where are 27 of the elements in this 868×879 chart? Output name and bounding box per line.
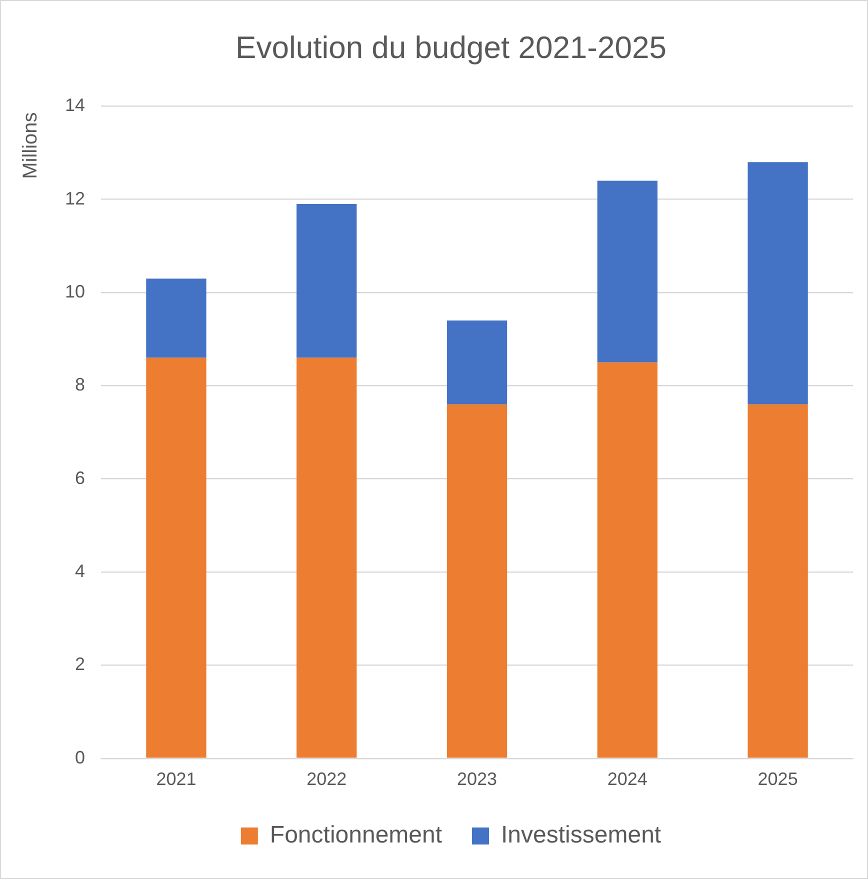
y-tick-label: 4 bbox=[75, 561, 86, 582]
x-tick-label: 2021 bbox=[156, 769, 196, 790]
bar bbox=[748, 162, 808, 404]
bar bbox=[446, 320, 508, 404]
y-axis-title: Millions bbox=[20, 112, 42, 179]
bar bbox=[748, 404, 808, 758]
y-tick-label: 6 bbox=[75, 468, 86, 488]
bar bbox=[146, 278, 206, 358]
y-tick-label: 8 bbox=[75, 374, 86, 395]
bar bbox=[446, 404, 508, 758]
bar bbox=[296, 358, 357, 758]
y-tick-label: 2 bbox=[75, 654, 86, 674]
x-tick-label: 2024 bbox=[607, 769, 648, 790]
x-tick-label: 2025 bbox=[758, 769, 798, 790]
y-tick-label: 12 bbox=[64, 188, 86, 208]
y-tick-label: 10 bbox=[64, 282, 86, 302]
y-tick-label: 0 bbox=[75, 747, 86, 768]
y-tick-label: 14 bbox=[64, 95, 86, 116]
chart-title: Evolution du budget 2021-2025 bbox=[236, 30, 666, 66]
legend-label: Investissement bbox=[501, 822, 662, 849]
legend-label: Fonctionnement bbox=[270, 822, 442, 849]
bar bbox=[597, 180, 658, 362]
bar bbox=[146, 358, 206, 758]
x-tick-label: 2023 bbox=[456, 769, 498, 790]
x-tick-label: 2022 bbox=[306, 769, 347, 790]
bar bbox=[597, 362, 658, 758]
bar bbox=[296, 204, 357, 358]
